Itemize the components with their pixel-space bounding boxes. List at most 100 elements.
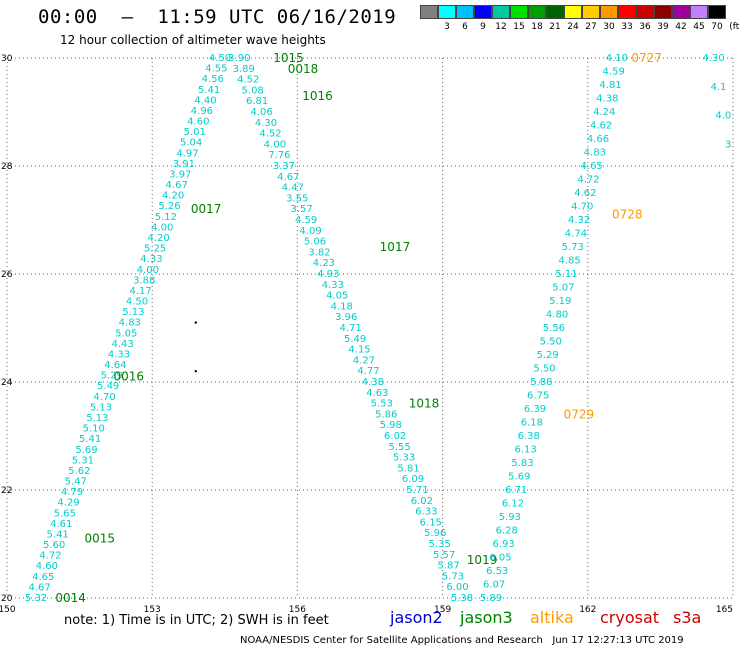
legend-label: 27 bbox=[585, 22, 597, 32]
map-title: 00:00 — 11:59 UTC 06/16/2019 bbox=[38, 6, 397, 28]
pass-time-label: 0729 bbox=[564, 407, 595, 421]
swh-value: 4.62 bbox=[590, 121, 612, 132]
swh-value: 4.67 bbox=[277, 172, 299, 183]
swh-value: 4.67 bbox=[29, 582, 51, 593]
swh-value: 4.20 bbox=[148, 233, 170, 244]
swh-value: 4.00 bbox=[137, 265, 159, 276]
swh-value: 4.72 bbox=[39, 551, 61, 562]
swh-value: 4.70 bbox=[93, 392, 115, 403]
swh-value: 3.96 bbox=[335, 312, 357, 323]
legend-swatch bbox=[492, 5, 510, 19]
swh-value: 4.50 bbox=[209, 53, 231, 64]
lat-tick-label: 30 bbox=[1, 54, 13, 64]
swh-value: 3.88 bbox=[133, 275, 155, 286]
swh-value: 5.41 bbox=[47, 529, 69, 540]
swh-value: 4.05 bbox=[326, 291, 348, 302]
swh-value: 5.38 bbox=[451, 593, 473, 604]
lat-tick-label: 22 bbox=[1, 486, 12, 496]
swh-value: 4.52 bbox=[237, 75, 259, 86]
swh-value: 6.09 bbox=[402, 474, 424, 485]
swh-value: 5.13 bbox=[86, 413, 108, 424]
swh-value: 4.97 bbox=[176, 148, 198, 159]
legend-swatch bbox=[438, 5, 456, 19]
legend-label: 3 bbox=[444, 22, 450, 32]
swh-value: 5.50 bbox=[540, 337, 562, 348]
swh-value: 5.53 bbox=[371, 399, 393, 410]
swh-value: 5.04 bbox=[180, 138, 202, 149]
swh-value: 4.29 bbox=[57, 498, 79, 509]
pass-time-label: 0017 bbox=[191, 202, 222, 216]
swh-value: 4.56 bbox=[202, 74, 224, 85]
pass-time-label: 0727 bbox=[631, 51, 662, 65]
lon-tick-label: 150 bbox=[0, 605, 16, 615]
swh-value: 5.57 bbox=[433, 550, 455, 561]
legend-swatch bbox=[564, 5, 582, 19]
swh-value: 4.65 bbox=[32, 572, 54, 583]
swh-value: 3 bbox=[725, 139, 731, 150]
swh-value: 5.25 bbox=[144, 244, 166, 255]
swh-value: 6.15 bbox=[420, 517, 442, 528]
swh-value: 5.65 bbox=[54, 508, 76, 519]
sat-jason2: jason2 bbox=[390, 608, 443, 627]
point-marker bbox=[194, 321, 197, 324]
swh-value: 4.30 bbox=[703, 53, 725, 64]
swh-value: 3.89 bbox=[233, 64, 255, 75]
swh-value: 6.28 bbox=[496, 526, 518, 537]
swh-value: 3.97 bbox=[169, 169, 191, 180]
swh-value: 4.60 bbox=[36, 561, 58, 572]
swh-value: 6.53 bbox=[486, 566, 508, 577]
swh-value: 5.41 bbox=[79, 434, 101, 445]
swh-value: 4.52 bbox=[259, 129, 281, 140]
sat-altika: altika bbox=[530, 608, 574, 627]
swh-value: 4.79 bbox=[61, 487, 83, 498]
legend-unit: (ft) bbox=[729, 22, 740, 32]
swh-value: 6.02 bbox=[384, 431, 406, 442]
swh-value: 4.00 bbox=[151, 222, 173, 233]
swh-value: 5.01 bbox=[184, 127, 206, 138]
swh-value: 6.33 bbox=[415, 507, 437, 518]
swh-value: 4.66 bbox=[587, 134, 609, 145]
swh-value: 5.87 bbox=[437, 561, 459, 572]
swh-value: 4.77 bbox=[357, 366, 379, 377]
swh-value: 4.17 bbox=[129, 286, 151, 297]
swh-value: 4.59 bbox=[295, 215, 317, 226]
legend-label: 6 bbox=[462, 22, 468, 32]
legend-label: 15 bbox=[513, 22, 525, 32]
swh-value: 5.35 bbox=[429, 539, 451, 550]
legend-swatch bbox=[420, 5, 438, 19]
color-legend bbox=[420, 5, 726, 19]
swh-value: 4.74 bbox=[565, 229, 587, 240]
swh-value: 4.15 bbox=[348, 345, 370, 356]
swh-value: 5.50 bbox=[533, 364, 555, 375]
swh-value: 4.63 bbox=[366, 388, 388, 399]
sat-s3a: s3a bbox=[673, 608, 702, 627]
swh-value: 4.0 bbox=[715, 111, 731, 122]
swh-value: 5.41 bbox=[198, 85, 220, 96]
legend-swatch bbox=[546, 5, 564, 19]
swh-value: 4.55 bbox=[205, 64, 227, 75]
swh-value: 4.24 bbox=[593, 107, 615, 118]
swh-value: 4.09 bbox=[299, 226, 321, 237]
swh-value: 4.61 bbox=[50, 519, 72, 530]
swh-value: 4.40 bbox=[194, 95, 216, 106]
swh-value: 4.27 bbox=[353, 355, 375, 366]
swh-value: 4.33 bbox=[322, 280, 344, 291]
swh-value: 5.12 bbox=[155, 212, 177, 223]
swh-value: 4.83 bbox=[584, 148, 606, 159]
pass-time-label: 0016 bbox=[113, 370, 144, 384]
swh-value: 4.81 bbox=[599, 80, 621, 91]
swh-value: 7.76 bbox=[268, 150, 290, 161]
map-subtitle: 12 hour collection of altimeter wave hei… bbox=[60, 33, 326, 47]
legend-label: 30 bbox=[603, 22, 615, 32]
legend-label: 24 bbox=[567, 22, 579, 32]
swh-value: 6.07 bbox=[483, 580, 505, 591]
swh-value: 5.08 bbox=[242, 85, 264, 96]
swh-value: 5.60 bbox=[43, 540, 65, 551]
swh-value: 5.32 bbox=[25, 593, 47, 604]
swh-value: 4.85 bbox=[559, 256, 581, 267]
swh-value: 4.32 bbox=[568, 215, 590, 226]
swh-value: 4.33 bbox=[140, 254, 162, 265]
pass-time-label: 1019 bbox=[467, 553, 498, 567]
swh-value: 3.55 bbox=[286, 193, 308, 204]
